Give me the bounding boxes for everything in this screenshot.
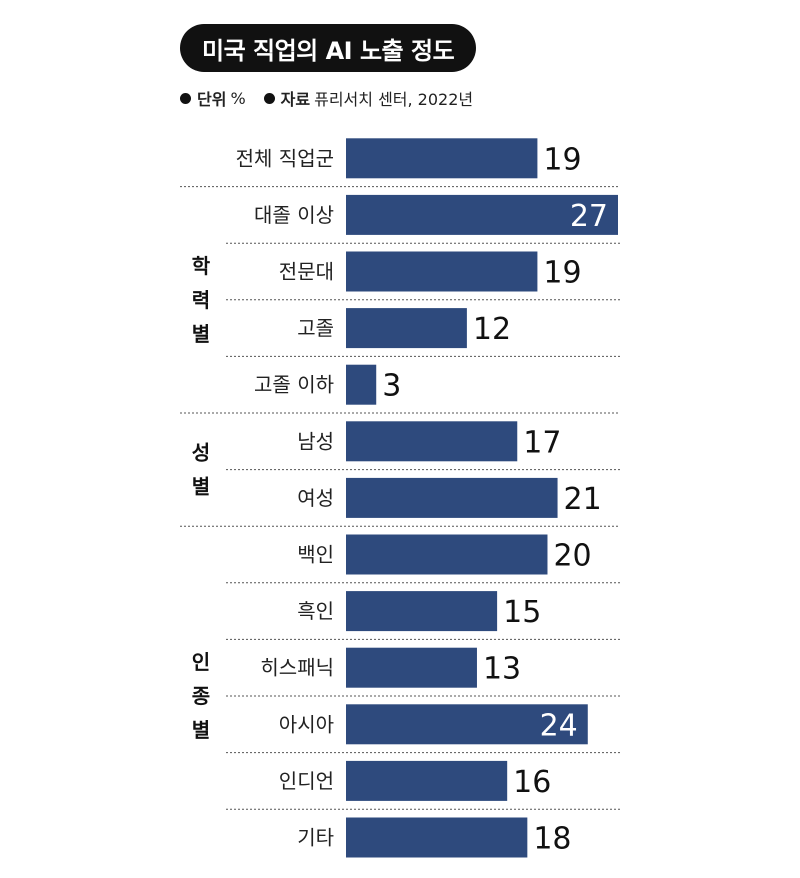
bar: [346, 138, 538, 179]
group-label-char: 별: [192, 718, 210, 742]
chart-title-text: 미국 직업의 AI 노출 정도: [202, 36, 455, 65]
category-label: 고졸: [297, 316, 334, 340]
value-label: 17: [523, 425, 561, 460]
bar: [346, 591, 498, 632]
value-label: 18: [533, 822, 571, 857]
value-label: 13: [483, 652, 521, 687]
category-label: 여성: [297, 486, 334, 510]
category-label: 고졸 이하: [254, 373, 334, 397]
bar: [346, 251, 538, 292]
bullet-icon: [180, 92, 191, 104]
value-label: 27: [570, 199, 608, 234]
bullet-icon: [263, 92, 275, 104]
chart-title: 미국 직업의 AI 노출 정도: [180, 24, 477, 72]
category-label: 아시아: [279, 712, 334, 736]
category-label: 인디언: [279, 769, 334, 793]
value-label: 19: [543, 142, 581, 177]
category-label: 백인: [297, 543, 334, 567]
unit-key: 단위: [197, 90, 227, 109]
unit-value: %: [230, 88, 246, 108]
category-label: 전체 직업군: [236, 146, 334, 170]
group-label-char: 별: [192, 475, 210, 499]
value-label: 20: [553, 539, 591, 574]
category-label: 전문대: [279, 260, 334, 284]
bar: [346, 534, 548, 575]
group-label-char: 별: [192, 322, 210, 346]
group-label-char: 종: [192, 684, 210, 708]
category-label: 남성: [297, 429, 334, 453]
value-label: 16: [513, 765, 551, 800]
bar: [346, 364, 377, 405]
bar: [346, 760, 508, 801]
group-label-char: 학: [192, 254, 211, 278]
source-value: 퓨리서치 센터, 2022년: [314, 90, 474, 109]
bar: [346, 477, 558, 518]
value-label: 3: [382, 369, 401, 404]
value-label: 21: [564, 482, 602, 517]
source-key: 자료: [280, 90, 311, 109]
bar: [346, 308, 467, 349]
bar: [346, 704, 588, 745]
category-label: 흑인: [297, 599, 334, 623]
category-label: 대졸 이상: [254, 203, 334, 227]
bar: [346, 421, 518, 462]
bar: [346, 194, 618, 235]
value-label: 15: [503, 595, 541, 630]
group-label-char: 성: [192, 441, 210, 465]
category-label: 히스패닉: [260, 656, 334, 680]
group-label-char: 력: [192, 288, 210, 312]
group-label-char: 인: [192, 650, 210, 674]
bar: [346, 817, 528, 858]
value-label: 24: [540, 708, 578, 743]
chart-meta: 단위 % 자료 퓨리서치 센터, 2022년: [180, 86, 473, 110]
bar: [346, 647, 477, 688]
category-label: 기타: [297, 826, 334, 850]
value-label: 12: [473, 312, 511, 347]
value-label: 19: [543, 256, 581, 291]
